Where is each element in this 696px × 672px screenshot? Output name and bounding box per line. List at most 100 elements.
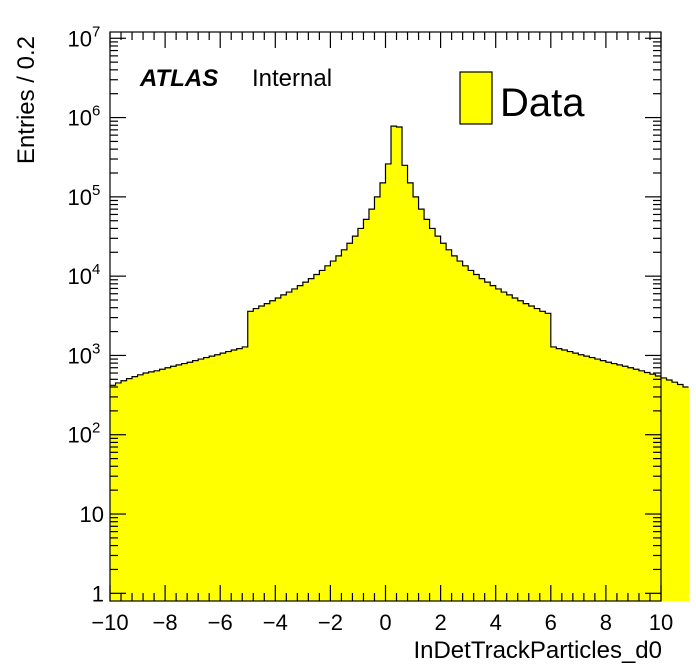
histogram-bin <box>374 196 381 601</box>
histogram-bin <box>275 298 282 601</box>
histogram-bin <box>666 380 673 601</box>
histogram-bin <box>176 364 183 601</box>
atlas-label: ATLAS <box>139 65 218 92</box>
x-tick-label: 4 <box>490 610 502 635</box>
y-tick-label: 10 <box>80 502 104 527</box>
histogram-bin <box>115 382 122 601</box>
histogram-bin <box>633 369 640 601</box>
y-tick-label: 10 <box>68 185 92 210</box>
histogram-bin <box>236 348 243 601</box>
histogram-bin <box>638 370 645 601</box>
axis-ticks <box>109 32 662 601</box>
histogram-bin <box>330 261 337 601</box>
histogram-bin <box>539 311 546 601</box>
histogram-bin <box>622 366 629 601</box>
histogram-bin <box>589 357 596 601</box>
histogram-bin <box>627 367 634 601</box>
histogram-bin <box>534 308 541 601</box>
plot-frame <box>109 31 662 602</box>
y-tick-label: 10 <box>68 264 92 289</box>
histogram-bin <box>396 127 403 601</box>
y-tick-label: 10 <box>68 106 92 131</box>
histogram-bin <box>512 298 519 601</box>
histogram-bin <box>561 350 568 601</box>
histogram-bin <box>110 385 116 601</box>
x-tick-label: −2 <box>318 610 343 635</box>
histogram-bin <box>490 285 497 601</box>
histogram-bin <box>672 382 678 601</box>
histogram-bin <box>649 374 656 601</box>
histogram-bin <box>545 313 552 601</box>
histogram-bin <box>264 303 271 601</box>
x-tick-label: 0 <box>379 610 391 635</box>
histogram-bin <box>479 278 486 601</box>
y-axis-title: Entries / 0.2 <box>13 36 40 164</box>
histogram-bin <box>616 364 623 601</box>
histogram-bin <box>302 282 309 601</box>
x-tick-label: −10 <box>91 610 128 635</box>
x-tick-label: 8 <box>600 610 612 635</box>
histogram-bin <box>313 274 320 601</box>
histogram-bin <box>468 270 475 601</box>
histogram-bin <box>209 356 216 601</box>
histogram-bin <box>258 306 265 601</box>
histogram-bin <box>484 282 491 601</box>
histogram-bin <box>291 288 298 601</box>
histogram-bin <box>286 292 293 601</box>
histogram-bin <box>523 303 530 601</box>
histogram-bin <box>335 255 342 601</box>
histogram-bin <box>661 377 667 601</box>
histogram-bin <box>137 374 144 601</box>
histogram-bin <box>324 265 331 601</box>
y-tick-exponent: 7 <box>92 23 100 40</box>
histogram-bin <box>352 236 359 601</box>
histogram-bin <box>280 294 287 601</box>
histogram-bin <box>506 294 513 601</box>
histogram-bin <box>429 228 436 601</box>
y-tick-exponent: 5 <box>92 182 100 199</box>
y-tick-label: 10 <box>68 26 92 51</box>
x-axis-title: InDetTrackParticles_d0 <box>413 637 662 664</box>
y-tick-exponent: 4 <box>92 261 100 278</box>
histogram-bin <box>391 126 397 602</box>
histogram-bin <box>132 376 138 601</box>
histogram-bin <box>368 209 375 601</box>
x-tick-label: −8 <box>153 610 178 635</box>
histogram-bin <box>231 350 238 601</box>
histogram-bin <box>435 236 441 601</box>
histogram-bin <box>308 278 315 601</box>
histogram-bin <box>242 346 249 601</box>
y-tick-exponent: 2 <box>92 420 100 437</box>
internal-label: Internal <box>252 65 332 92</box>
histogram-bin <box>203 357 210 601</box>
histogram-bin <box>556 348 563 601</box>
histogram-bin <box>170 366 177 601</box>
y-tick-exponent: 6 <box>92 103 100 120</box>
histogram-bin <box>220 353 227 601</box>
histogram-bin <box>247 311 254 601</box>
histogram-bin <box>214 354 221 601</box>
histogram-bin <box>683 386 689 601</box>
histogram-bin <box>457 261 464 601</box>
histogram-bin <box>253 308 260 601</box>
histogram-bin <box>495 288 502 601</box>
histogram-bin <box>346 243 353 601</box>
histogram-bin <box>440 243 447 601</box>
x-tick-label: −4 <box>263 610 288 635</box>
histogram-bin <box>655 376 662 601</box>
histogram-bin <box>148 371 155 601</box>
histogram-bin <box>567 351 574 601</box>
histogram-bin <box>451 255 458 601</box>
histogram-bin <box>187 362 194 601</box>
histogram-bin <box>225 351 232 601</box>
histogram-bin <box>644 372 651 601</box>
legend-swatch <box>459 71 493 125</box>
histogram-bin <box>379 182 386 601</box>
histogram-bin <box>363 219 370 602</box>
histogram-bin <box>501 292 508 601</box>
histogram-bin <box>159 369 166 601</box>
x-tick-label: −6 <box>208 610 233 635</box>
histogram-bin <box>605 362 612 601</box>
